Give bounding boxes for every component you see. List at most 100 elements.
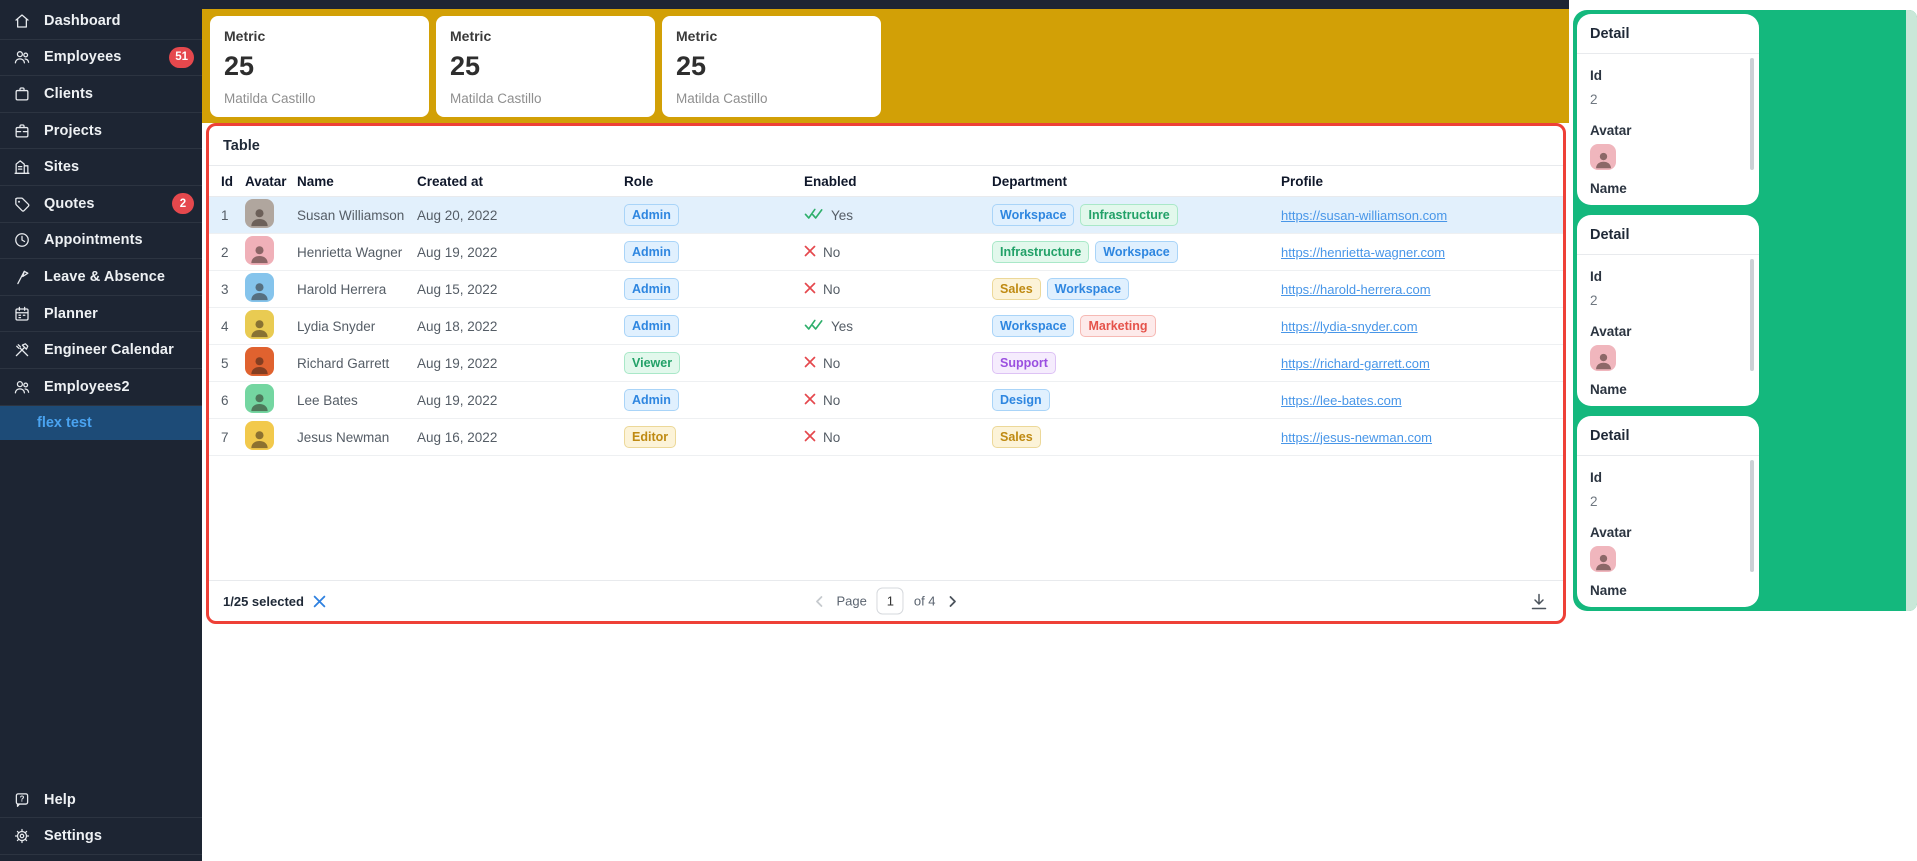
detail-card: Detail Id 2 Avatar Name bbox=[1577, 416, 1759, 607]
calendar-icon bbox=[13, 305, 31, 323]
profile-link[interactable]: https://jesus-newman.com bbox=[1281, 429, 1433, 445]
metric-value: 25 bbox=[450, 51, 481, 81]
column-header-role: Role bbox=[624, 173, 654, 189]
department-badge: Sales bbox=[992, 426, 1041, 448]
sidebar-nav: Dashboard Employees 51 Clients Projects … bbox=[0, 0, 202, 406]
sidebar-item-projects[interactable]: Projects bbox=[0, 113, 202, 150]
flag-icon bbox=[13, 268, 31, 286]
detail-id-value: 2 bbox=[1590, 92, 1598, 107]
table-row[interactable]: 5 Richard Garrett Aug 19, 2022 Viewer No… bbox=[209, 345, 1563, 382]
clear-selection-icon[interactable] bbox=[313, 595, 326, 608]
briefcase-icon bbox=[13, 85, 31, 103]
avatar bbox=[245, 421, 274, 450]
chevron-right-icon[interactable] bbox=[946, 594, 960, 608]
cell-name: Jesus Newman bbox=[297, 429, 390, 445]
sidebar-item-flex-test[interactable]: flex test bbox=[0, 405, 202, 440]
metric-card: Metric 25 Matilda Castillo bbox=[210, 16, 429, 117]
role-badge: Admin bbox=[624, 389, 679, 411]
cell-enabled: Yes bbox=[804, 318, 992, 334]
cell-department: Infrastructure Workspace bbox=[992, 241, 1281, 263]
cell-created-at: Aug 18, 2022 bbox=[417, 318, 498, 334]
sidebar-item-label: Clients bbox=[44, 85, 94, 102]
avatar bbox=[245, 273, 274, 302]
enabled-label: No bbox=[823, 244, 841, 260]
briefcase-handle-icon bbox=[13, 122, 31, 140]
page-input[interactable] bbox=[876, 587, 904, 615]
sidebar: Dashboard Employees 51 Clients Projects … bbox=[0, 0, 202, 861]
cell-enabled: No bbox=[804, 393, 992, 408]
detail-avatar bbox=[1590, 144, 1616, 170]
table-row[interactable]: 7 Jesus Newman Aug 16, 2022 Editor No Sa… bbox=[209, 419, 1563, 456]
column-header-enabled: Enabled bbox=[804, 173, 857, 189]
sidebar-item-engineer-calendar[interactable]: Engineer Calendar bbox=[0, 332, 202, 369]
building-icon bbox=[13, 158, 31, 176]
profile-link[interactable]: https://harold-herrera.com bbox=[1281, 281, 1431, 297]
avatar bbox=[245, 310, 274, 339]
table-row[interactable]: 3 Harold Herrera Aug 15, 2022 Admin No S… bbox=[209, 271, 1563, 308]
sidebar-item-dashboard[interactable]: Dashboard bbox=[0, 3, 202, 40]
cell-id: 3 bbox=[221, 281, 229, 297]
metric-title: Metric bbox=[676, 28, 718, 44]
cell-enabled: No bbox=[804, 245, 992, 260]
chevron-left-icon[interactable] bbox=[812, 594, 826, 608]
sidebar-item-leave-absence[interactable]: Leave & Absence bbox=[0, 259, 202, 296]
detail-id-label: Id bbox=[1590, 68, 1602, 83]
double-check-icon bbox=[804, 207, 824, 223]
enabled-label: Yes bbox=[831, 318, 854, 334]
sidebar-item-help[interactable]: ? Help bbox=[0, 782, 202, 819]
cell-id: 6 bbox=[221, 392, 229, 408]
department-badge: Workspace bbox=[1046, 278, 1130, 300]
cell-department: Workspace Infrastructure bbox=[992, 204, 1281, 226]
cell-id: 2 bbox=[221, 244, 229, 260]
sidebar-item-clients[interactable]: Clients bbox=[0, 76, 202, 113]
cell-id: 5 bbox=[221, 355, 229, 371]
metric-subtitle: Matilda Castillo bbox=[676, 91, 768, 106]
sidebar-item-settings[interactable]: Settings bbox=[0, 818, 202, 855]
metrics-header: Metric 25 Matilda Castillo Metric 25 Mat… bbox=[202, 9, 1569, 123]
metric-value: 25 bbox=[676, 51, 707, 81]
enabled-label: No bbox=[823, 392, 841, 408]
sidebar-item-employees[interactable]: Employees 51 bbox=[0, 40, 202, 77]
profile-link[interactable]: https://lee-bates.com bbox=[1281, 392, 1402, 408]
sidebar-item-appointments[interactable]: Appointments bbox=[0, 223, 202, 260]
table-row[interactable]: 1 Susan Williamson Aug 20, 2022 Admin Ye… bbox=[209, 197, 1563, 234]
column-header-department: Department bbox=[992, 173, 1068, 189]
enabled-label: Yes bbox=[831, 207, 854, 223]
detail-avatar-label: Avatar bbox=[1590, 324, 1632, 339]
cell-id: 4 bbox=[221, 318, 229, 334]
sidebar-item-label: Planner bbox=[44, 305, 98, 322]
table-row[interactable]: 2 Henrietta Wagner Aug 19, 2022 Admin No… bbox=[209, 234, 1563, 271]
table-row[interactable]: 6 Lee Bates Aug 19, 2022 Admin No Design… bbox=[209, 382, 1563, 419]
profile-link[interactable]: https://susan-williamson.com bbox=[1281, 207, 1448, 223]
sidebar-item-label: Employees2 bbox=[44, 378, 130, 395]
sidebar-item-planner[interactable]: Planner bbox=[0, 296, 202, 333]
people-icon bbox=[13, 378, 31, 396]
double-check-icon bbox=[804, 318, 824, 334]
cell-department: Sales bbox=[992, 426, 1281, 448]
profile-link[interactable]: https://richard-garrett.com bbox=[1281, 355, 1430, 371]
cell-id: 7 bbox=[221, 429, 229, 445]
metric-subtitle: Matilda Castillo bbox=[224, 91, 316, 106]
detail-name-label: Name bbox=[1590, 181, 1627, 196]
sidebar-item-sites[interactable]: Sites bbox=[0, 149, 202, 186]
cell-enabled: No bbox=[804, 282, 992, 297]
download-icon[interactable] bbox=[1531, 593, 1547, 610]
profile-link[interactable]: https://henrietta-wagner.com bbox=[1281, 244, 1446, 260]
detail-card-scrollbar[interactable] bbox=[1750, 259, 1754, 371]
table-row[interactable]: 4 Lydia Snyder Aug 18, 2022 Admin Yes Wo… bbox=[209, 308, 1563, 345]
cell-name: Henrietta Wagner bbox=[297, 244, 403, 260]
panel-scrollbar[interactable] bbox=[1906, 10, 1917, 611]
sidebar-item-employees2[interactable]: Employees2 bbox=[0, 369, 202, 406]
detail-name-label: Name bbox=[1590, 583, 1627, 598]
cell-created-at: Aug 20, 2022 bbox=[417, 207, 498, 223]
avatar bbox=[245, 347, 274, 376]
home-icon bbox=[13, 12, 31, 30]
sidebar-item-quotes[interactable]: Quotes 2 bbox=[0, 186, 202, 223]
people-icon bbox=[13, 48, 31, 66]
column-header-created-at: Created at bbox=[417, 173, 484, 189]
help-icon: ? bbox=[13, 791, 31, 809]
detail-card-scrollbar[interactable] bbox=[1750, 58, 1754, 170]
profile-link[interactable]: https://lydia-snyder.com bbox=[1281, 318, 1418, 334]
detail-card-scrollbar[interactable] bbox=[1750, 460, 1754, 572]
detail-card: Detail Id 2 Avatar Name bbox=[1577, 14, 1759, 205]
